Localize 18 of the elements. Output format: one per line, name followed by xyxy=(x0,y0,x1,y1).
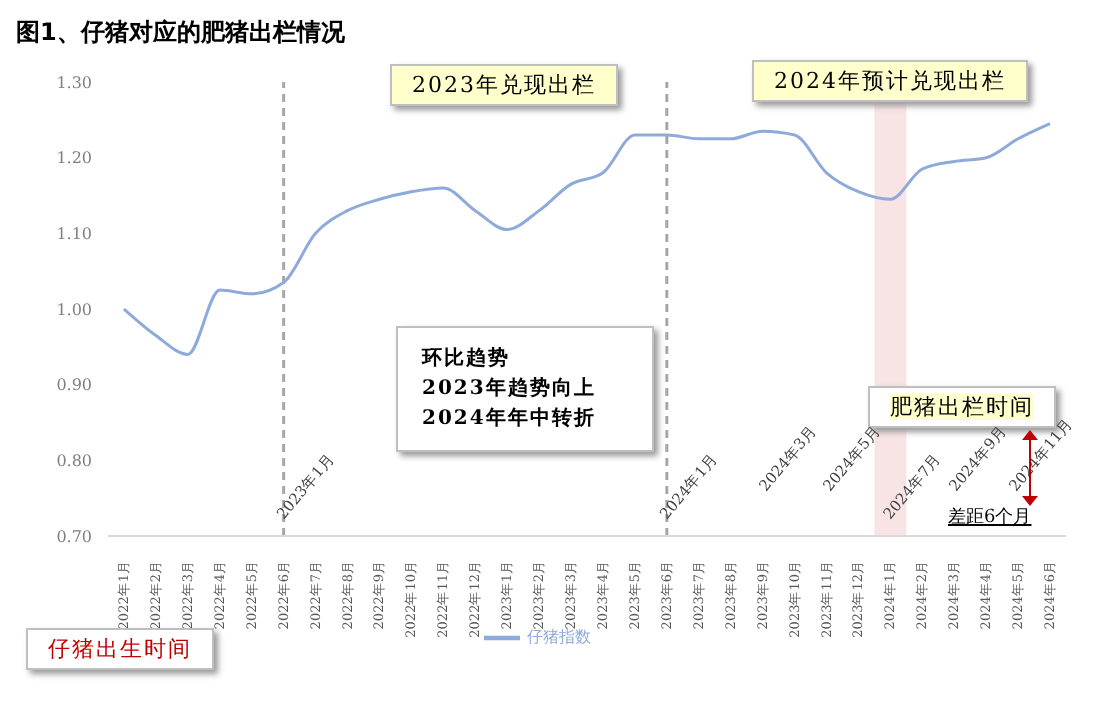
y-tick-label: 0.70 xyxy=(56,527,92,546)
y-tick-label: 1.20 xyxy=(56,149,92,168)
annotation: 2023年趋势向上 xyxy=(422,375,596,404)
note-box: 环比趋势 2023年趋势向上 2024年年中转折 xyxy=(396,326,654,452)
annotation: 肥猪出栏时间 xyxy=(890,394,1034,420)
y-tick-label: 1.00 xyxy=(56,300,92,319)
annotation: 2023年兑现出栏 xyxy=(390,64,618,106)
annotation: 2024年年中转折 xyxy=(422,405,596,434)
y-tick-label: 1.10 xyxy=(56,225,92,244)
y-tick-label: 1.30 xyxy=(56,73,92,92)
annotation: 差距6个月 xyxy=(948,505,1032,530)
text: 仔猪出生时间 xyxy=(26,628,214,670)
legend-label: 仔猪指数 xyxy=(527,628,591,647)
annotation: 2024年预计兑现出栏 xyxy=(752,60,1028,102)
y-tick-label: 0.90 xyxy=(56,376,92,395)
y-tick-label: 0.80 xyxy=(56,452,92,471)
annotation: 环比趋势 xyxy=(422,345,512,374)
chart-title: 图1、仔猪对应的肥猪出栏情况 xyxy=(16,16,345,50)
